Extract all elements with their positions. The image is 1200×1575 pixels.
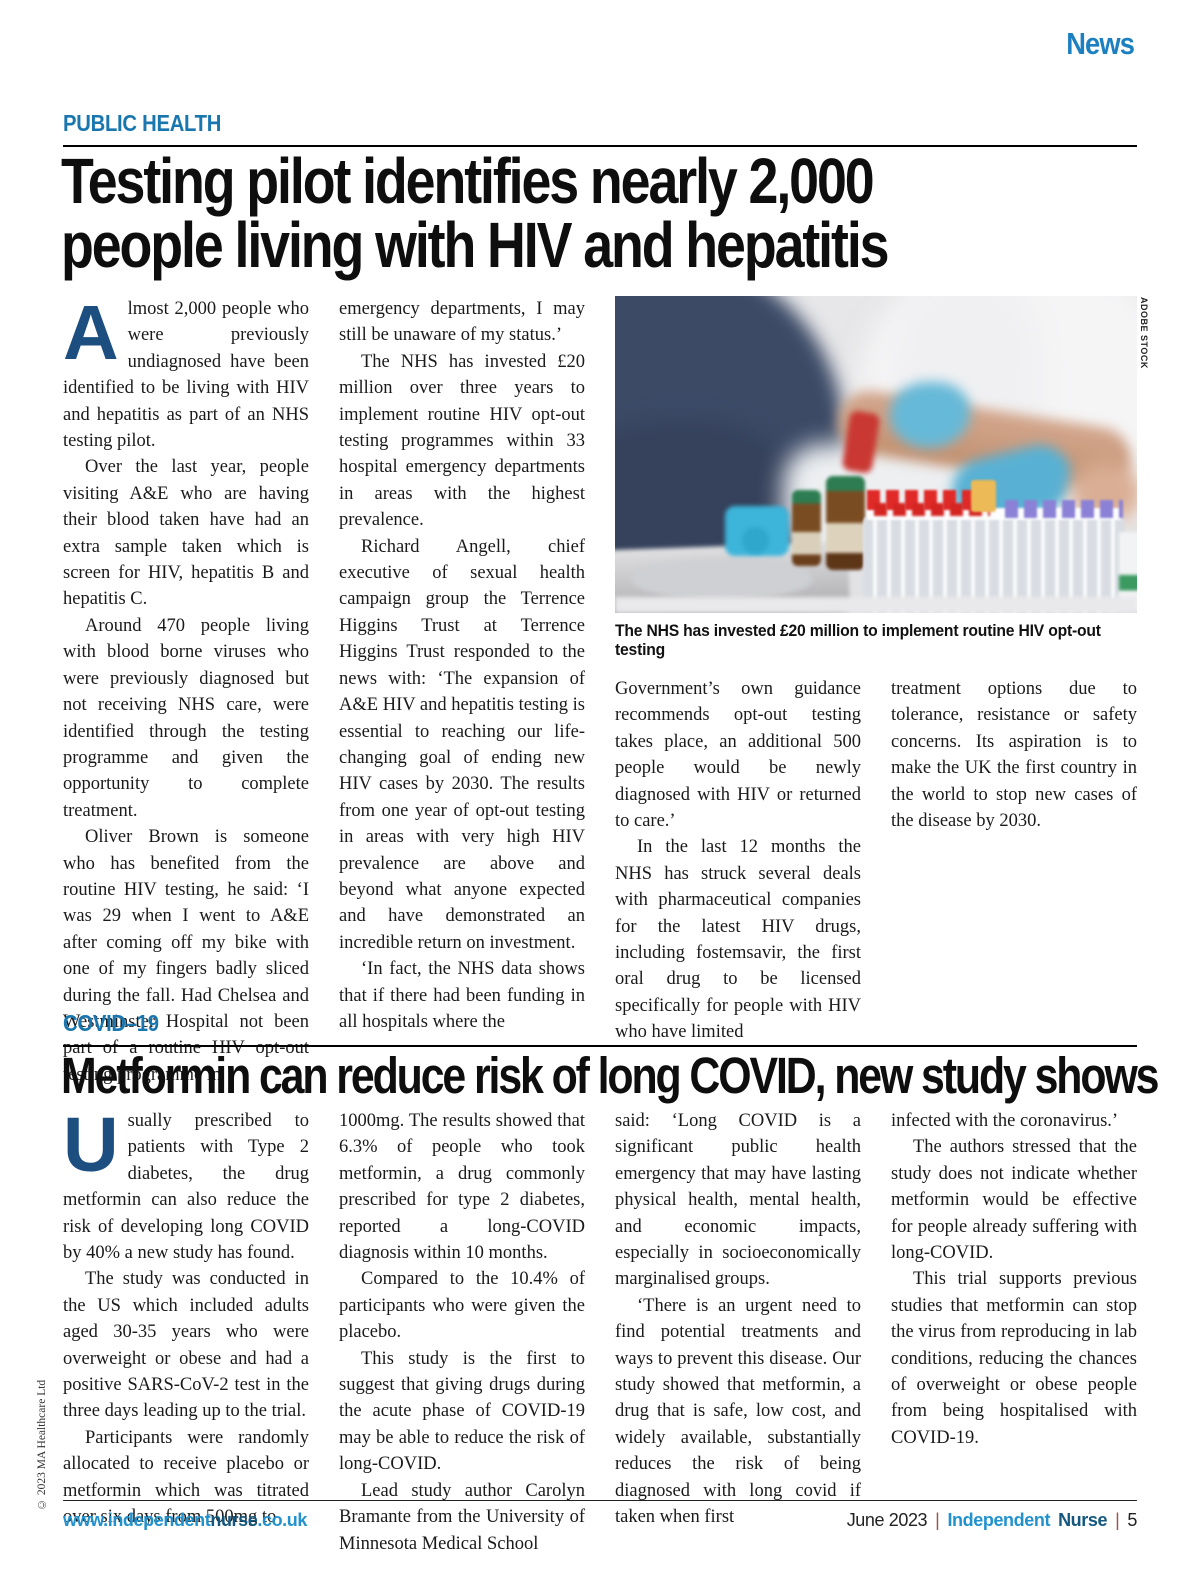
medicine-bottle-shape <box>792 490 821 566</box>
page-section-label: News <box>1066 26 1135 61</box>
bottle-shape <box>1119 532 1137 610</box>
blue-plastic-item-shape <box>742 527 769 554</box>
article1-paragraph: treatment options due to tolerance, resi… <box>891 679 1137 832</box>
article2-paragraph: Participants were randomly allocated to … <box>63 1427 309 1528</box>
article1-paragraph: Richard Angell, chief executive of sexua… <box>339 536 585 953</box>
article1-paragraph: Oliver Brown is someone who has benefite… <box>63 827 309 1085</box>
footer-brand: Nurse <box>1058 1510 1108 1530</box>
article1-lower-columns: Government’s own guidance recommends opt… <box>615 676 1137 1046</box>
article2-paragraph: Compared to the 10.4% of participants wh… <box>339 1269 585 1343</box>
article2-rule <box>63 1045 1137 1047</box>
article1-column-4: treatment options due to tolerance, resi… <box>891 676 1137 1046</box>
blue-glove-shape <box>890 382 970 448</box>
article2-paragraph: The study was conducted in the US which … <box>63 1269 309 1422</box>
medicine-bottle-shape <box>826 476 865 570</box>
article1-kicker-text: PUBLIC HEALTH <box>63 110 222 136</box>
article2-headline: Metformin can reduce risk of long COVID,… <box>61 1047 1159 1104</box>
copyright-notice: © 2023 MA Healthcare Ltd <box>36 1379 48 1510</box>
article2-column-2: 1000mg. The results showed that 6.3% of … <box>339 1108 585 1557</box>
steel-tray-shape <box>631 558 813 600</box>
article1-paragraph: Government’s own guidance recommends opt… <box>615 679 861 832</box>
article2-kicker: COVID–19 <box>63 1010 172 1037</box>
blood-test-photo <box>615 296 1137 613</box>
footer-separator: | <box>935 1510 940 1530</box>
footer-website-link[interactable]: www.independentnurse.co.uk <box>63 1510 307 1530</box>
article2-column-3: said: ‘Long COVID is a significant publi… <box>615 1108 861 1557</box>
article1-paragraph: emergency departments, I may still be un… <box>339 299 585 346</box>
article2-paragraph: This trial supports previous studies tha… <box>891 1269 1137 1448</box>
article1-column-3: Government’s own guidance recommends opt… <box>615 676 861 1046</box>
article2-paragraph: Lead study author Carolyn Bramante from … <box>339 1480 585 1554</box>
article1-image-block: The NHS has invested £20 million to impl… <box>615 296 1137 1088</box>
yellow-cap-shape <box>971 480 996 512</box>
article2-paragraph: This study is the first to suggest that … <box>339 1348 585 1475</box>
article2-paragraph: said: ‘Long COVID is a significant publi… <box>615 1111 861 1290</box>
article1-paragraph: Around 470 people living with blood born… <box>63 615 309 821</box>
article2-paragraph: The authors stressed that the study does… <box>891 1137 1137 1264</box>
article1-kicker: PUBLIC HEALTH <box>63 110 243 137</box>
photo-credit: ADOBE STOCK <box>1139 297 1149 369</box>
article2-paragraph: 1000mg. The results showed that 6.3% of … <box>339 1111 585 1264</box>
article1-rule <box>63 145 1137 147</box>
article1-paragraph: In the last 12 months the NHS has struck… <box>615 837 861 1043</box>
footer-date: June 2023 <box>846 1510 928 1530</box>
footer-page-number: 5 <box>1127 1510 1137 1530</box>
photo-caption: The NHS has invested £20 million to impl… <box>615 622 1101 659</box>
test-tube-rack-shape <box>863 516 1125 613</box>
article1-headline-line1: Testing pilot identifies nearly 2,000 <box>61 145 875 217</box>
table-edge-shape <box>615 597 1137 613</box>
article1-paragraph: The NHS has invested £20 million over th… <box>339 351 585 531</box>
red-tube-caps-shape <box>874 503 990 516</box>
footer-rule <box>63 1500 1137 1501</box>
footer: www.independentnurse.co.uk June 2023 | I… <box>63 1510 1137 1531</box>
article2-kicker-text: COVID–19 <box>63 1010 159 1036</box>
article2-column-4: infected with the coronavirus.’ The auth… <box>891 1108 1137 1557</box>
article1-headline: Testing pilot identifies nearly 2,000 pe… <box>61 149 1045 277</box>
article1-paragraph: Over the last year, people visiting A&E … <box>63 457 309 610</box>
article1-headline-line2: people living with HIV and hepatitis <box>61 209 890 281</box>
article1-paragraph: ‘In fact, the NHS data shows that if the… <box>339 959 585 1032</box>
article1-column-2: emergency departments, I may still be un… <box>339 296 585 1088</box>
footer-issue-info: June 2023 | Independent Nurse | 5 <box>846 1510 1138 1531</box>
article1-dropcap: A <box>63 290 119 376</box>
article2-paragraph: ‘There is an urgent need to find potenti… <box>615 1295 861 1528</box>
article2-dropcap: U <box>63 1102 119 1188</box>
purple-tube-caps-shape <box>1005 500 1123 518</box>
article2-paragraph: infected with the coronavirus.’ <box>891 1111 1119 1131</box>
footer-separator: | <box>1115 1510 1120 1530</box>
footer-brand: Independent <box>947 1510 1051 1530</box>
